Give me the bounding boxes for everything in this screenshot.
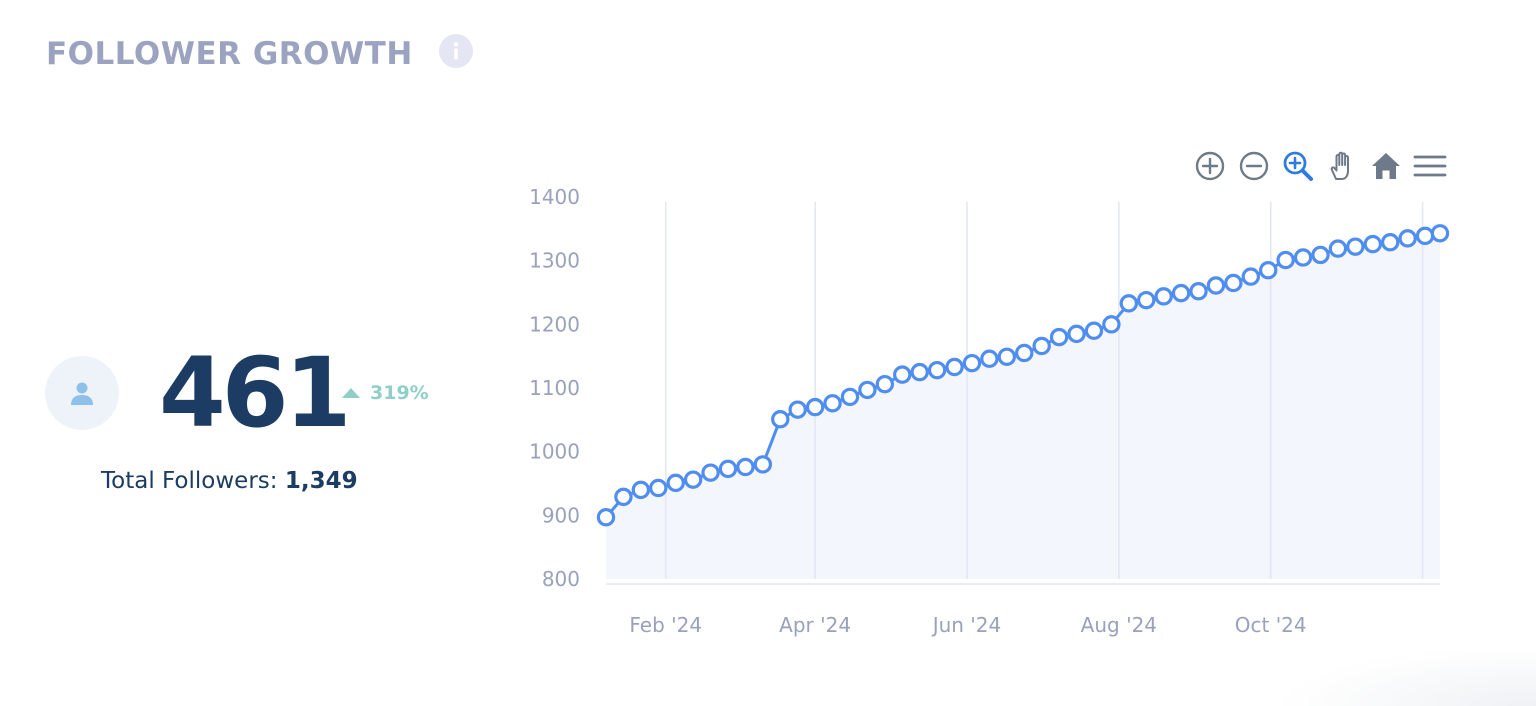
data-point (1171, 283, 1191, 303)
data-point (631, 480, 651, 500)
new-followers-count: 461 (159, 337, 351, 449)
series-area (606, 233, 1440, 579)
data-point (1119, 294, 1139, 313)
data-point (1015, 343, 1034, 363)
data-point (875, 374, 895, 394)
x-tick-label: Apr '24 (779, 613, 851, 637)
data-point (1398, 229, 1417, 248)
y-tick-label: 1200 (529, 312, 580, 336)
total-followers: Total Followers: 1,349 (101, 468, 358, 494)
data-point (1346, 237, 1365, 256)
data-point (596, 508, 616, 527)
data-point (858, 380, 877, 400)
data-point (962, 353, 982, 373)
data-point (1137, 290, 1156, 310)
data-point (1049, 327, 1069, 347)
zoom-out-icon[interactable] (1234, 146, 1274, 186)
info-glyph (453, 42, 458, 60)
up-arrow-icon (342, 388, 360, 398)
data-point (945, 357, 964, 377)
data-point (805, 397, 825, 417)
data-point (1206, 276, 1226, 295)
data-point (1241, 267, 1260, 286)
data-point (1154, 287, 1173, 306)
chart-toolbar (1190, 146, 1450, 186)
menu-icon[interactable] (1410, 146, 1450, 186)
data-point (753, 455, 773, 474)
y-tick-label: 800 (542, 567, 580, 591)
x-tick-label: Aug '24 (1081, 613, 1157, 637)
data-point (1032, 336, 1051, 356)
x-tick-label: Feb '24 (629, 613, 702, 637)
data-point (997, 347, 1017, 367)
data-point (736, 457, 755, 477)
data-point (666, 473, 685, 493)
data-point (788, 400, 807, 419)
y-tick-label: 1300 (529, 249, 580, 273)
zoom-in-icon[interactable] (1190, 146, 1230, 186)
user-icon (45, 356, 119, 430)
data-point (1415, 226, 1435, 246)
data-point (649, 478, 668, 498)
y-tick-label: 900 (542, 503, 580, 527)
data-point (1276, 250, 1295, 270)
corner-shade (1276, 646, 1536, 706)
y-tick-label: 1000 (529, 440, 580, 464)
x-tick-label: Oct '24 (1235, 613, 1307, 637)
follower-stats: 461 319% Total Followers: 1,349 (45, 340, 475, 520)
data-point (683, 470, 703, 489)
growth-change: 319% (342, 380, 429, 406)
data-point (927, 360, 947, 380)
card-header: FOLLOWER GROWTH (46, 34, 473, 74)
data-point (893, 365, 912, 384)
data-point (1311, 245, 1330, 265)
data-point (823, 394, 842, 413)
data-point (1067, 324, 1086, 344)
data-point (1189, 282, 1208, 301)
selection-zoom-icon[interactable] (1278, 146, 1318, 186)
data-point (1084, 321, 1104, 340)
growth-percent: 319% (370, 382, 429, 404)
info-icon[interactable] (438, 34, 473, 68)
total-followers-label: Total Followers: (101, 468, 285, 494)
data-point (701, 463, 720, 482)
data-point (614, 487, 633, 507)
user-glyph (71, 382, 93, 405)
data-point (1363, 234, 1382, 254)
y-tick-label: 1400 (529, 185, 580, 209)
data-point (771, 409, 790, 429)
data-point (980, 349, 999, 368)
data-point (1224, 273, 1243, 293)
data-point (910, 362, 929, 382)
data-point (1293, 248, 1313, 267)
data-point (718, 459, 738, 479)
data-point (1102, 315, 1121, 334)
reset-home-icon[interactable] (1366, 146, 1406, 186)
data-point (1328, 239, 1348, 258)
pan-hand-icon[interactable] (1322, 146, 1362, 186)
data-point (1259, 261, 1278, 280)
x-tick-label: Jun '24 (931, 613, 1002, 637)
follower-growth-chart: 800 900 1000 1100 1200 1300 1400 Feb '24 Apr '24… (529, 185, 1450, 637)
y-tick-label: 1100 (529, 376, 580, 400)
data-point (1381, 233, 1400, 252)
data-point (840, 387, 860, 407)
data-point (1430, 224, 1450, 243)
total-followers-value: 1,349 (284, 468, 358, 494)
page-title: FOLLOWER GROWTH (46, 36, 413, 72)
